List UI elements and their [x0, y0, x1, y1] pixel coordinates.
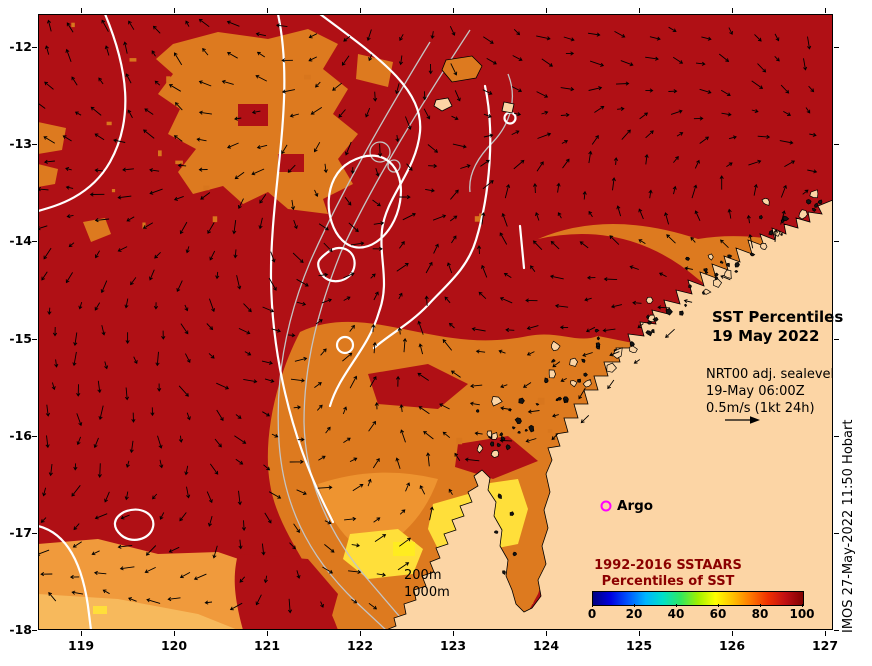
lon-tick-label: 127 — [811, 638, 839, 653]
lat-tick-left — [32, 241, 37, 242]
lon-tick-label: 121 — [253, 638, 281, 653]
lon-tick-label: 122 — [346, 638, 374, 653]
plot-title-line2: 19 May 2022 — [712, 327, 820, 345]
legend-colorbar — [592, 591, 804, 606]
lon-tick-bottom — [267, 631, 268, 636]
plot-title: SST Percentiles 19 May 2022 — [712, 308, 843, 346]
lon-tick-top — [453, 8, 454, 13]
legend-tick-label: 100 — [789, 607, 815, 621]
legend-tick-label: 80 — [751, 607, 769, 621]
legend-tick-label: 20 — [625, 607, 643, 621]
lon-tick-bottom — [81, 631, 82, 636]
legend-tick-label: 40 — [667, 607, 685, 621]
lat-tick-left — [32, 47, 37, 48]
lat-tick-right — [834, 47, 839, 48]
red-intrusions — [234, 104, 538, 630]
legend-tick — [760, 604, 761, 607]
lon-tick-bottom — [639, 631, 640, 636]
current-vector-arrows — [38, 18, 818, 614]
lon-tick-bottom — [546, 631, 547, 636]
legend-tick — [802, 604, 803, 607]
lat-tick-right — [834, 533, 839, 534]
lon-tick-label: 119 — [67, 638, 95, 653]
lat-tick-left — [32, 630, 37, 631]
plot-frame — [38, 14, 833, 630]
lon-tick-top — [81, 8, 82, 13]
lon-tick-bottom — [453, 631, 454, 636]
argo-marker-icon — [600, 500, 612, 512]
lon-tick-bottom — [360, 631, 361, 636]
lon-tick-top — [360, 8, 361, 13]
lon-tick-top — [732, 8, 733, 13]
argo-label: Argo — [617, 498, 654, 514]
lon-tick-top — [639, 8, 640, 13]
land-mass — [385, 199, 833, 630]
map-canvas — [38, 14, 833, 630]
sealevel-info-line1: NRT00 adj. sealevel — [706, 367, 835, 382]
lat-tick-label: -18 — [9, 622, 32, 637]
lat-tick-right — [834, 630, 839, 631]
lon-tick-top — [174, 8, 175, 13]
lon-tick-bottom — [825, 631, 826, 636]
sealevel-contours — [38, 14, 526, 630]
legend-title-line1: 1992-2016 SSTAARS — [594, 558, 742, 573]
legend-ticks: 0 20 40 60 80 100 — [560, 604, 815, 623]
lat-tick-label: -16 — [9, 428, 32, 443]
legend-tick-label: 60 — [709, 607, 727, 621]
imos-watermark: IMOS 27-May-2022 11:50 Hobart — [841, 419, 856, 633]
lat-tick-left — [32, 144, 37, 145]
orange-speckles — [71, 22, 553, 445]
lon-tick-label: 125 — [625, 638, 653, 653]
legend-tick — [718, 604, 719, 607]
legend-tick — [592, 604, 593, 607]
lon-tick-label: 126 — [718, 638, 746, 653]
plot-title-line1: SST Percentiles — [712, 308, 844, 326]
lat-tick-label: -17 — [9, 525, 32, 540]
legend-tick-label: 0 — [587, 607, 597, 621]
lat-tick-left — [32, 339, 37, 340]
percentile-legend: 1992-2016 SSTAARS Percentiles of SST 0 20… — [560, 558, 815, 630]
lon-tick-label: 120 — [160, 638, 188, 653]
lon-tick-bottom — [732, 631, 733, 636]
sealevel-info: NRT00 adj. sealevel 19-May 06:00Z 0.5m/s… — [706, 366, 834, 417]
sealevel-info-line3: 0.5m/s (1kt 24h) — [706, 401, 815, 416]
depth-contour-labels: 200m 1000m — [404, 567, 450, 601]
offshore-islands — [433, 55, 515, 114]
depth-200m-label: 200m — [404, 568, 442, 583]
lat-tick-right — [834, 241, 839, 242]
lat-tick-label: -13 — [9, 136, 32, 151]
lon-tick-label: 123 — [439, 638, 467, 653]
lon-tick-top — [825, 8, 826, 13]
lat-tick-label: -14 — [9, 233, 32, 248]
lat-tick-left — [32, 436, 37, 437]
sealevel-info-line2: 19-May 06:00Z — [706, 384, 805, 399]
lat-tick-right — [834, 339, 839, 340]
velocity-scale-arrow-icon — [725, 416, 760, 424]
lon-tick-label: 124 — [532, 638, 560, 653]
lat-tick-right — [834, 436, 839, 437]
lat-tick-label: -12 — [9, 39, 32, 54]
lat-tick-left — [32, 533, 37, 534]
legend-title-line2: Percentiles of SST — [601, 574, 735, 589]
lat-tick-label: -15 — [9, 331, 32, 346]
legend-tick — [676, 604, 677, 607]
depth-1000m-label: 1000m — [404, 585, 450, 600]
legend-tick — [634, 604, 635, 607]
lat-tick-right — [834, 144, 839, 145]
lon-tick-bottom — [174, 631, 175, 636]
lon-tick-top — [267, 8, 268, 13]
lon-tick-top — [546, 8, 547, 13]
